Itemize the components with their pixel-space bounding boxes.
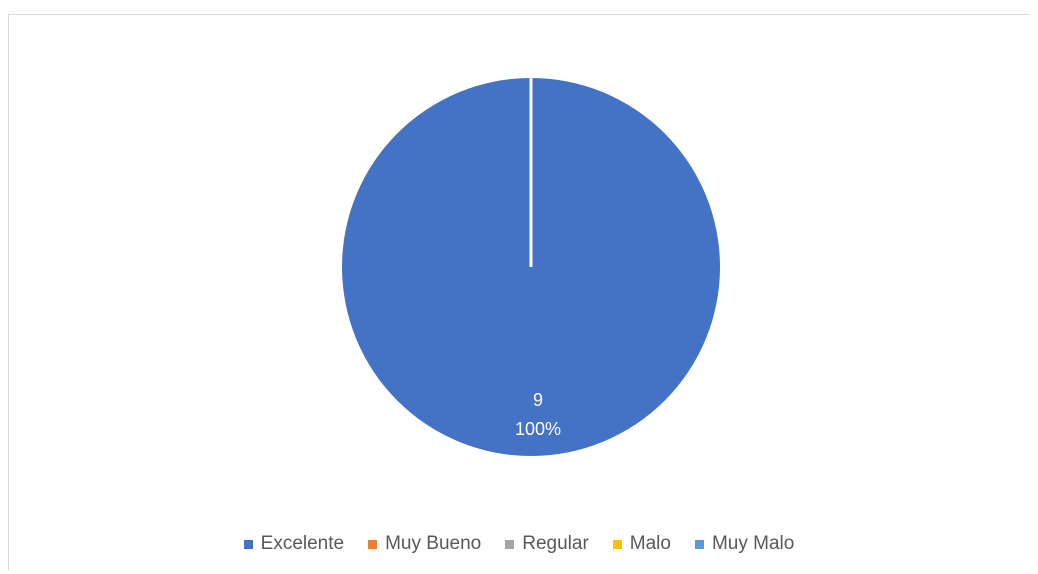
legend-swatch-regular	[505, 540, 514, 549]
legend-swatch-muy-bueno	[368, 540, 377, 549]
legend-label: Regular	[522, 533, 589, 555]
legend: Excelente Muy Bueno Regular Malo Muy Mal…	[0, 530, 1038, 558]
legend-item-muy-malo: Muy Malo	[695, 533, 794, 555]
legend-item-malo: Malo	[613, 533, 671, 555]
legend-item-excelente: Excelente	[244, 533, 344, 555]
pie-slices	[342, 78, 720, 456]
legend-swatch-malo	[613, 540, 622, 549]
legend-item-regular: Regular	[505, 533, 589, 555]
legend-swatch-excelente	[244, 540, 253, 549]
legend-label: Muy Bueno	[385, 533, 481, 555]
data-label-percent: 100%	[515, 419, 561, 439]
legend-item-muy-bueno: Muy Bueno	[368, 533, 481, 555]
legend-label: Muy Malo	[712, 533, 794, 555]
data-label-value: 9	[533, 390, 543, 410]
legend-label: Excelente	[261, 533, 344, 555]
legend-label: Malo	[630, 533, 671, 555]
legend-swatch-muy-malo	[695, 540, 704, 549]
